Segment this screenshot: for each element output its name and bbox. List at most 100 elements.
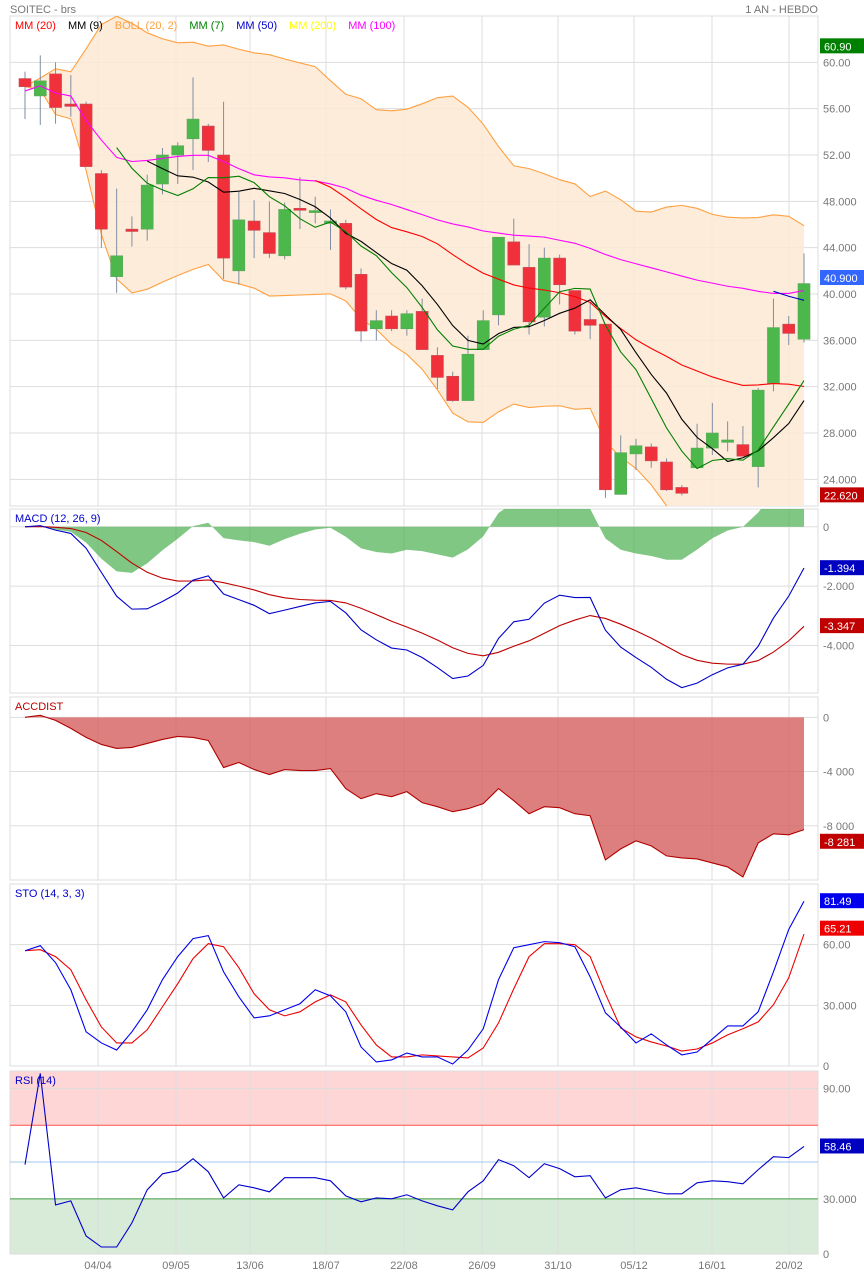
overbought-zone xyxy=(10,1071,818,1126)
value-badge: 60.90 xyxy=(820,38,864,54)
value-badge: 65.21 xyxy=(820,920,864,936)
candle-body xyxy=(492,236,505,316)
bollinger-lower xyxy=(24,86,668,506)
y-tick-label: 0 xyxy=(823,1061,829,1073)
y-tick-label: 60.00 xyxy=(823,57,851,69)
y-tick-label: 40.000 xyxy=(823,289,857,301)
candle-body xyxy=(522,267,536,323)
value-badge: 58.46 xyxy=(820,1138,864,1154)
y-tick-label: 52.00 xyxy=(823,150,851,162)
candle-body xyxy=(79,103,93,167)
y-tick-label: -4.000 xyxy=(823,641,854,653)
legend-item: MM (50) xyxy=(236,20,277,32)
value-badge: 81.49 xyxy=(820,893,864,909)
candle-body xyxy=(308,210,322,213)
candle-body xyxy=(263,232,276,254)
candle-body xyxy=(95,173,108,230)
rsi-line xyxy=(24,1073,805,1248)
y-tick-label: 0 xyxy=(823,712,829,724)
value-badge: 40.900 xyxy=(820,270,864,286)
value-badge-bg xyxy=(820,487,864,503)
y-tick-label: 0 xyxy=(823,1249,829,1261)
y-tick-label: -8 000 xyxy=(823,821,854,833)
candle-body xyxy=(660,461,673,491)
candle-body xyxy=(232,219,246,272)
x-tick-label: 09/05 xyxy=(162,1260,190,1272)
value-badge-label: 60.90 xyxy=(824,41,852,53)
candle-body xyxy=(370,320,383,330)
candle-body xyxy=(690,447,704,469)
candle-body xyxy=(614,452,628,495)
value-badge-bg xyxy=(820,270,864,286)
macd-signal-line xyxy=(24,526,805,665)
mm9-line xyxy=(146,160,805,463)
legend-item: MM (9) xyxy=(68,20,103,32)
panel-frame xyxy=(9,15,819,507)
legend: MM (20) MM (9) BOLL (20, 2) MM (7) MM (50) MM… xyxy=(15,20,395,32)
y-tick-label: 90.00 xyxy=(823,1083,851,1095)
panel-frame xyxy=(9,508,819,694)
panel-frame xyxy=(9,696,819,881)
candle-body xyxy=(400,313,414,330)
y-tick-label: -4 000 xyxy=(823,767,854,779)
bollinger-upper xyxy=(24,16,805,227)
value-badge-bg xyxy=(820,560,864,576)
accdist-area xyxy=(25,715,804,877)
x-tick-label: 16/01 xyxy=(698,1260,726,1272)
mm100-line xyxy=(24,85,805,294)
legend-item: BOLL (20, 2) xyxy=(115,20,178,32)
mm50-line xyxy=(773,290,805,301)
candle-body xyxy=(354,274,368,332)
candle-body xyxy=(644,446,658,462)
x-tick-label: 26/09 xyxy=(468,1260,496,1272)
y-tick-label: 30.000 xyxy=(823,1000,857,1012)
mm20-line xyxy=(314,180,805,388)
mm7-line xyxy=(116,147,805,470)
value-badge-label: 40.900 xyxy=(824,273,858,285)
legend-item: MM (100) xyxy=(348,20,395,32)
oversold-zone xyxy=(10,1198,818,1254)
candle-body xyxy=(583,319,597,326)
candle-body xyxy=(797,283,811,340)
candle-body xyxy=(721,439,734,443)
y-tick-label: 56.00 xyxy=(823,104,851,116)
sto-k-line xyxy=(24,900,805,1065)
sto-d-line xyxy=(24,933,805,1059)
candle-body xyxy=(782,323,796,334)
y-tick-label: 30.000 xyxy=(823,1194,857,1206)
candle-body xyxy=(675,487,689,494)
accdist-title: ACCDIST xyxy=(15,701,64,713)
value-badge-label: 58.46 xyxy=(824,1141,852,1153)
y-tick-label: 44.000 xyxy=(823,243,857,255)
candle-body xyxy=(538,257,551,318)
y-tick-label: 0 xyxy=(823,522,829,534)
macd-title: MACD (12, 26, 9) xyxy=(15,513,101,525)
sto-title: STO (14, 3, 3) xyxy=(15,888,85,900)
y-tick-label: 36.000 xyxy=(823,335,857,347)
candle-body xyxy=(110,255,123,277)
rsi-title: RSI (14) xyxy=(15,1075,56,1087)
y-tick-label: 28.000 xyxy=(823,428,857,440)
candle-body xyxy=(64,103,78,107)
candle-body xyxy=(217,154,230,259)
y-tick-label: 32.000 xyxy=(823,382,857,394)
candle-body xyxy=(201,125,215,151)
candle-body xyxy=(568,290,582,332)
candle-body xyxy=(293,207,307,211)
candle-body xyxy=(431,355,444,378)
value-badge-bg xyxy=(820,1138,864,1154)
value-badge-label: 65.21 xyxy=(824,924,852,936)
sto-panel: 60.00 30.000 0 STO (14, 3, 3) xyxy=(9,883,857,1073)
legend-item: MM (20) xyxy=(15,20,56,32)
value-badge: -1.394 xyxy=(820,560,864,576)
candle-body xyxy=(247,220,261,231)
candle-body xyxy=(461,353,475,401)
candle-body xyxy=(736,444,750,457)
value-badge-bg xyxy=(820,920,864,936)
y-tick-label: -2.000 xyxy=(823,581,854,593)
candle-body xyxy=(385,315,398,330)
value-badge: -8 281 xyxy=(820,833,864,849)
x-tick-label: 13/06 xyxy=(236,1260,264,1272)
x-tick-label: 31/10 xyxy=(544,1260,572,1272)
candle-body xyxy=(629,445,643,455)
